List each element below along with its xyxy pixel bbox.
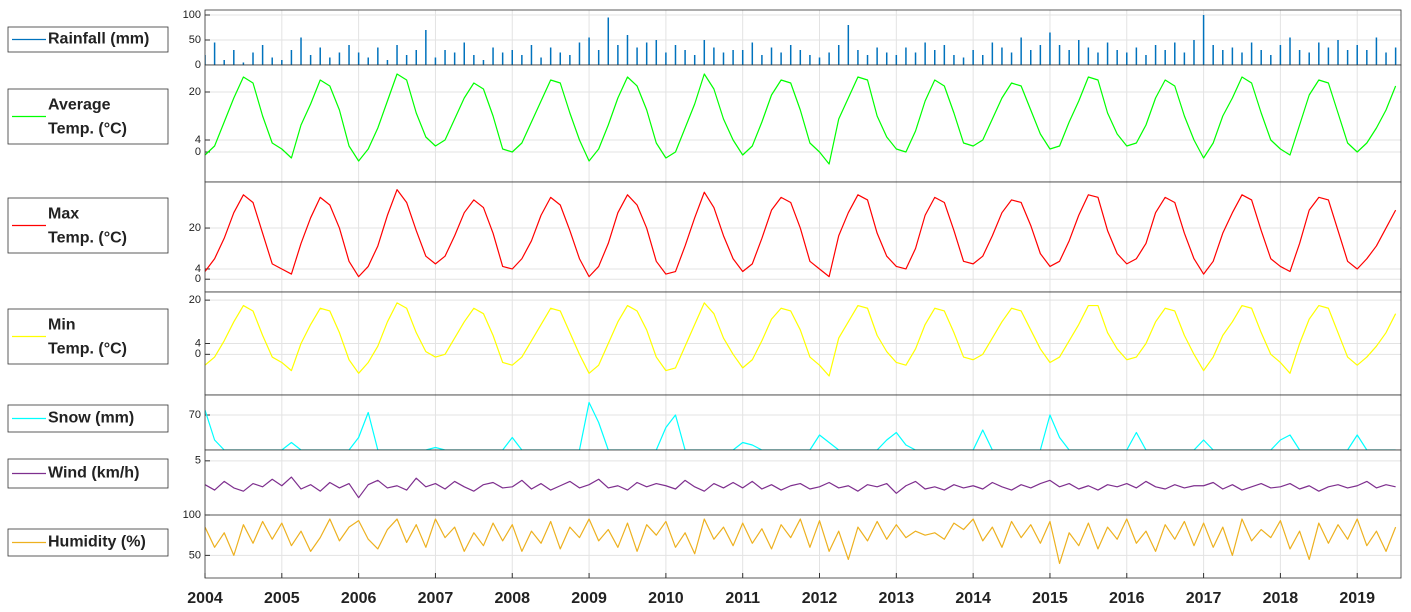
x-tick-label: 2019 (1339, 590, 1375, 607)
series-line (205, 302, 1397, 377)
y-tick-label: 20 (189, 222, 201, 234)
panel: 70 (189, 394, 1402, 451)
x-tick-label: 2014 (955, 590, 991, 607)
x-tick-label: 2015 (1032, 590, 1068, 607)
x-tick-label: 2008 (494, 590, 530, 607)
panel: 50 100 (183, 509, 1402, 579)
y-tick-label: 50 (189, 549, 201, 561)
legend-box (7, 308, 169, 365)
panel: 0 50 100 (183, 9, 1402, 71)
legend-label: Average Temp. (°C) (48, 97, 127, 138)
y-tick-label: 100 (183, 9, 201, 21)
legend-label: Rainfall (mm) (48, 31, 149, 48)
plot-area (205, 65, 1401, 182)
plot-frame (204, 514, 1402, 579)
x-tick-label: 2012 (802, 590, 838, 607)
panel: 04 20 (189, 291, 1402, 396)
x-tick-label: 2006 (341, 590, 377, 607)
legend-label: Snow (mm) (48, 410, 134, 427)
y-tick-label: 100 (183, 509, 201, 521)
y-tick-label: 50 (189, 34, 201, 46)
series-line (205, 401, 1396, 450)
y-tick-label: 20 (189, 86, 201, 98)
y-tick-label: 0 (195, 273, 201, 285)
panel: 04 20 (189, 64, 1402, 183)
x-tick-label: 2017 (1186, 590, 1222, 607)
x-tick-label: 2018 (1263, 590, 1299, 607)
series-line (205, 189, 1397, 278)
y-tick-label: 4 (195, 134, 201, 146)
x-tick-label: 2016 (1109, 590, 1145, 607)
series-line (205, 476, 1396, 499)
plot-area (205, 450, 1401, 515)
y-tick-label: 4 (195, 337, 201, 349)
series-line (205, 73, 1397, 165)
legend-label: Min Temp. (°C) (48, 317, 127, 358)
legend-label: Wind (km/h) (48, 465, 139, 482)
series-line (205, 518, 1397, 565)
legend-label: Humidity (%) (48, 534, 146, 551)
y-tick-label: 20 (189, 294, 201, 306)
x-tick-label: 2004 (187, 590, 223, 607)
plot-area (205, 10, 1401, 65)
y-tick-label: 0 (195, 59, 201, 71)
y-tick-label: 70 (189, 409, 201, 421)
x-tick-label: 2011 (725, 590, 760, 607)
panel: 04 20 (189, 181, 1402, 293)
plot-area (205, 515, 1401, 578)
y-tick-label: 0 (195, 146, 201, 158)
y-tick-label: 4 (195, 263, 201, 275)
plot-area (205, 395, 1401, 450)
x-tick-label: 2010 (648, 590, 684, 607)
x-tick-label: 2007 (418, 590, 454, 607)
x-tick-label: 2013 (879, 590, 915, 607)
panel: 5 (195, 449, 1402, 516)
legend-label: Max Temp. (°C) (48, 206, 127, 247)
x-tick-label: 2009 (571, 590, 607, 607)
y-tick-label: 0 (195, 348, 201, 360)
x-tick-label: 2005 (264, 590, 300, 607)
y-tick-label: 5 (195, 455, 201, 467)
